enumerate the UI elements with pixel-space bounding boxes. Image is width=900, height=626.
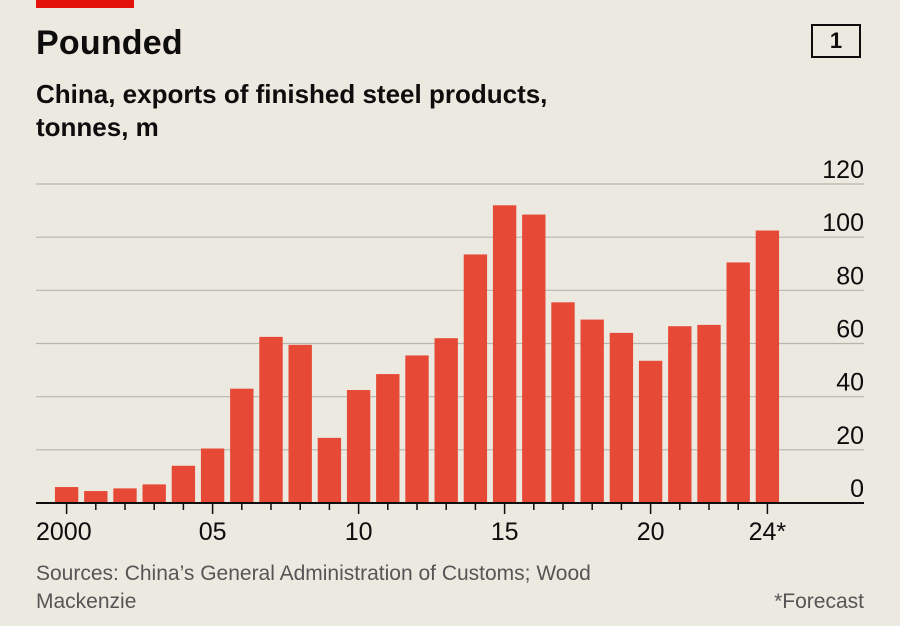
chart-subtitle: China, exports of finished steel product… [36, 79, 548, 142]
x-tick-label: 2000 [36, 518, 92, 546]
y-tick-label: 40 [836, 369, 864, 397]
bar-2002 [113, 488, 137, 503]
bar-2017 [551, 302, 575, 503]
bar-2018 [580, 319, 604, 503]
bar-2008 [288, 344, 312, 503]
tick-labels: 0 20 40 60 80 100 120 2000 05 10 15 20 24* [36, 156, 864, 546]
bar-2021 [668, 326, 692, 503]
bar-2013 [434, 338, 458, 503]
x-tick-label: 20 [637, 518, 665, 546]
bar-2007 [259, 336, 283, 503]
bar-2010 [346, 390, 371, 503]
bar-2006 [230, 388, 254, 503]
bar-2015 [492, 205, 517, 503]
bar-2001 [84, 491, 108, 503]
forecast-footnote: *Forecast [774, 590, 864, 613]
x-tick-label: 24* [749, 518, 787, 546]
bar-2005 [200, 448, 225, 503]
x-tick-label: 10 [345, 518, 373, 546]
y-tick-label: 120 [822, 156, 864, 184]
bar-2011 [376, 374, 400, 503]
bar-2012 [405, 355, 429, 503]
bar-2000 [54, 487, 79, 503]
bar-2009 [317, 437, 342, 503]
bar-2023 [726, 262, 750, 503]
bar-2022 [697, 324, 721, 503]
bar-2004 [171, 465, 196, 503]
y-tick-label: 20 [836, 422, 864, 450]
y-tick-label: 0 [850, 475, 864, 503]
y-tick-label: 60 [836, 316, 864, 344]
source-note: Sources: China’s General Administration … [36, 562, 591, 613]
chart-title: Pounded [36, 24, 183, 62]
x-tick-label: 15 [491, 518, 519, 546]
y-tick-label: 80 [836, 262, 864, 290]
bar-2014 [463, 254, 488, 503]
axes [36, 502, 864, 514]
bar-2020 [638, 360, 663, 503]
bar-2016 [522, 214, 546, 503]
chart-number-badge: 1 [811, 24, 861, 58]
x-tick-label: 05 [199, 518, 227, 546]
y-tick-label: 100 [822, 209, 864, 237]
brand-red-tag [36, 0, 134, 8]
bar-2019 [609, 332, 634, 503]
bar-2003 [142, 484, 166, 503]
bars [54, 205, 780, 504]
bar-2024 [755, 230, 780, 504]
